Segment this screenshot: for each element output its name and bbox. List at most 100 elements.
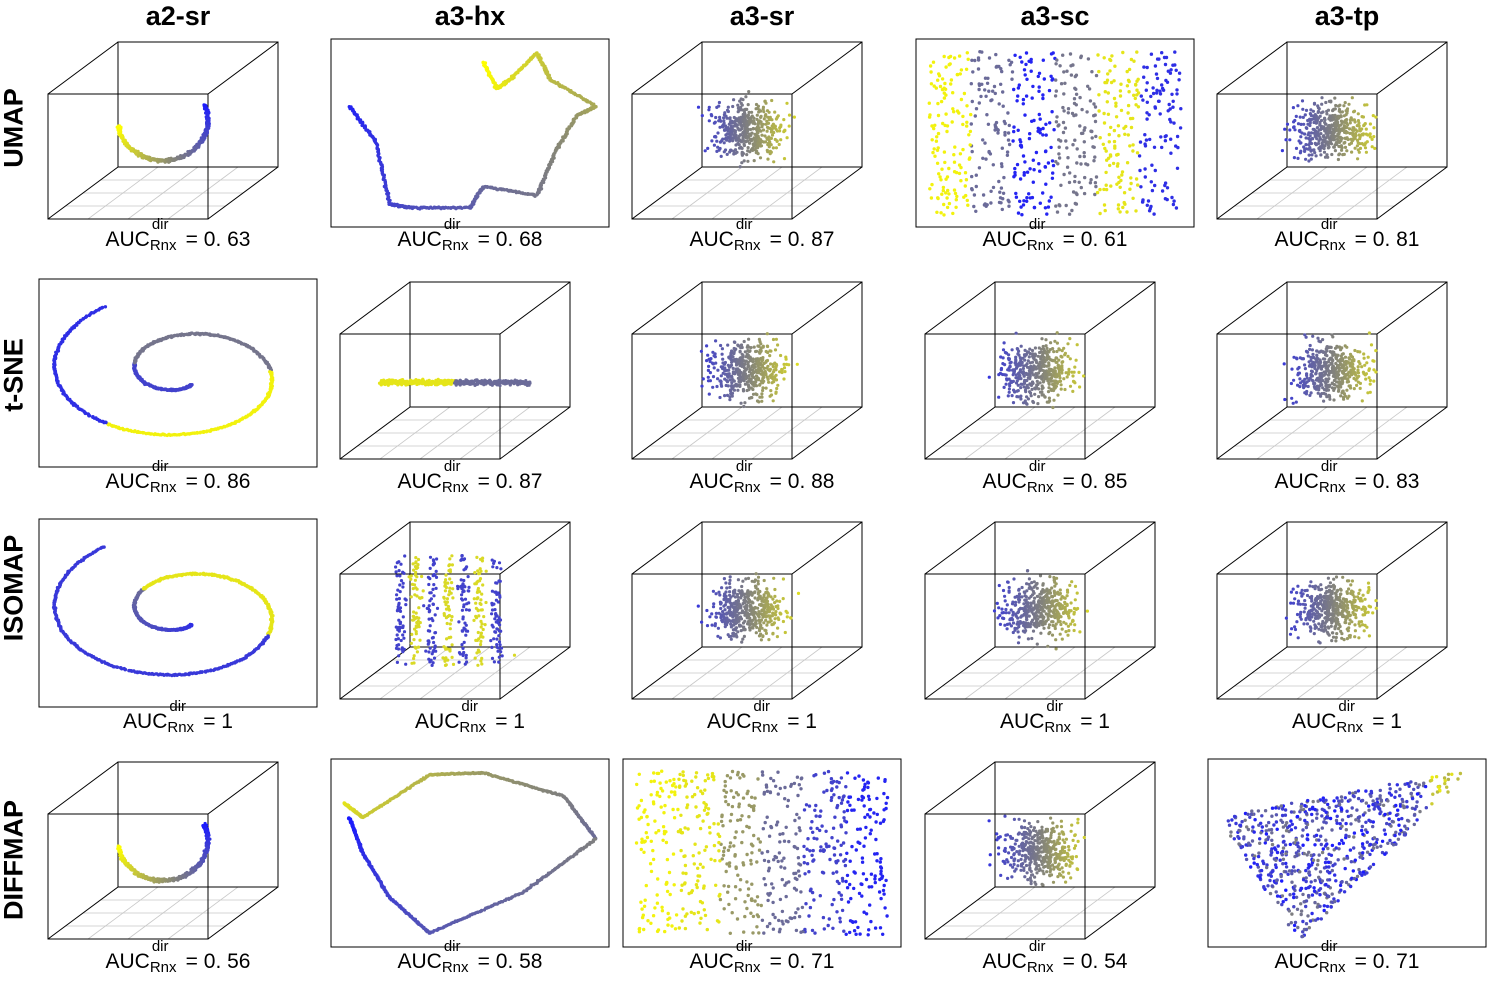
- data-point: [1022, 364, 1026, 368]
- data-point: [1021, 203, 1026, 207]
- data-point: [740, 103, 744, 107]
- data-point: [775, 115, 779, 119]
- data-point: [732, 384, 736, 388]
- data-point: [1007, 358, 1011, 362]
- data-point: [1308, 140, 1312, 144]
- data-point: [1090, 129, 1094, 134]
- data-point: [1360, 132, 1364, 137]
- data-point: [1374, 349, 1378, 353]
- data-point: [412, 205, 416, 209]
- data-point: [1006, 131, 1011, 135]
- auc-metric-name: AUC: [982, 228, 1027, 251]
- data-point: [1075, 161, 1079, 165]
- data-point: [1298, 115, 1302, 119]
- data-point: [1017, 371, 1021, 375]
- data-point: [999, 186, 1004, 190]
- data-point: [1055, 58, 1059, 62]
- data-point: [755, 399, 760, 403]
- data-point: [1012, 129, 1016, 134]
- data-point: [744, 376, 748, 381]
- panel-t-sne-a3-tp: [1207, 278, 1487, 468]
- data-point: [746, 116, 750, 120]
- data-point: [743, 401, 747, 405]
- auc-metric-name: AUC: [689, 470, 734, 493]
- data-point: [739, 346, 743, 350]
- data-point: [1337, 115, 1341, 120]
- data-point: [1006, 138, 1011, 142]
- data-point: [738, 373, 742, 377]
- point-cloud: [115, 103, 211, 164]
- data-point: [770, 381, 774, 385]
- data-point: [1019, 386, 1023, 390]
- data-point: [759, 114, 763, 118]
- data-point: [976, 58, 981, 62]
- data-point: [503, 380, 507, 384]
- data-point: [940, 192, 944, 196]
- data-point: [750, 396, 754, 400]
- auc-metric-name: AUC: [982, 470, 1027, 493]
- data-point: [1013, 166, 1017, 171]
- data-point: [756, 146, 760, 150]
- data-point: [1104, 80, 1109, 85]
- data-point: [716, 368, 720, 372]
- data-point: [1294, 114, 1298, 118]
- data-point: [1038, 390, 1043, 394]
- data-point: [753, 381, 757, 385]
- data-point: [942, 86, 946, 90]
- data-point: [700, 384, 704, 388]
- data-point: [1153, 64, 1158, 68]
- data-point: [1000, 207, 1004, 212]
- data-point: [944, 112, 948, 116]
- data-point: [1136, 183, 1140, 187]
- data-point: [1336, 132, 1340, 136]
- data-point: [1160, 51, 1164, 55]
- data-point: [1032, 364, 1036, 368]
- data-point: [1108, 69, 1112, 73]
- data-point: [740, 364, 744, 368]
- data-point: [1041, 133, 1045, 137]
- data-point: [954, 170, 959, 175]
- data-point: [929, 70, 933, 74]
- auc-metric-scripts: dir Rnx: [442, 458, 472, 496]
- data-point: [1047, 199, 1051, 203]
- data-point: [1012, 87, 1016, 92]
- data-point: [1025, 196, 1029, 200]
- data-point: [1343, 145, 1348, 149]
- data-point: [1343, 101, 1347, 105]
- auc-label: AUC dir Rnx = 0. 88: [612, 458, 912, 496]
- data-point: [1114, 115, 1119, 119]
- data-point: [768, 369, 772, 373]
- data-point: [1108, 163, 1112, 168]
- data-point: [1024, 62, 1028, 67]
- data-point: [1129, 176, 1133, 180]
- data-point: [725, 393, 730, 397]
- data-point: [1125, 69, 1129, 74]
- point-cloud: [347, 51, 598, 211]
- data-point: [1062, 346, 1066, 350]
- data-point: [1028, 347, 1032, 351]
- auc-superscript: dir: [443, 458, 461, 475]
- data-point: [718, 395, 722, 400]
- data-point: [999, 201, 1003, 205]
- data-point: [1003, 133, 1007, 137]
- data-point: [1071, 143, 1075, 147]
- data-point: [1323, 129, 1327, 133]
- row-title-t-sne: t-SNE: [0, 338, 29, 412]
- data-point: [935, 210, 939, 214]
- data-point: [977, 101, 981, 105]
- data-point: [1041, 126, 1045, 131]
- data-point: [1131, 196, 1135, 200]
- data-point: [763, 134, 767, 138]
- data-point: [520, 191, 525, 195]
- data-point: [1122, 191, 1127, 195]
- data-point: [1128, 144, 1132, 148]
- data-point: [1118, 89, 1123, 93]
- data-point: [1145, 117, 1149, 121]
- data-point: [762, 361, 766, 365]
- data-point: [1145, 100, 1149, 104]
- point-cloud: [699, 332, 799, 409]
- data-point: [732, 115, 736, 120]
- data-point: [1097, 109, 1101, 113]
- data-point: [770, 133, 775, 137]
- data-point: [1170, 92, 1174, 96]
